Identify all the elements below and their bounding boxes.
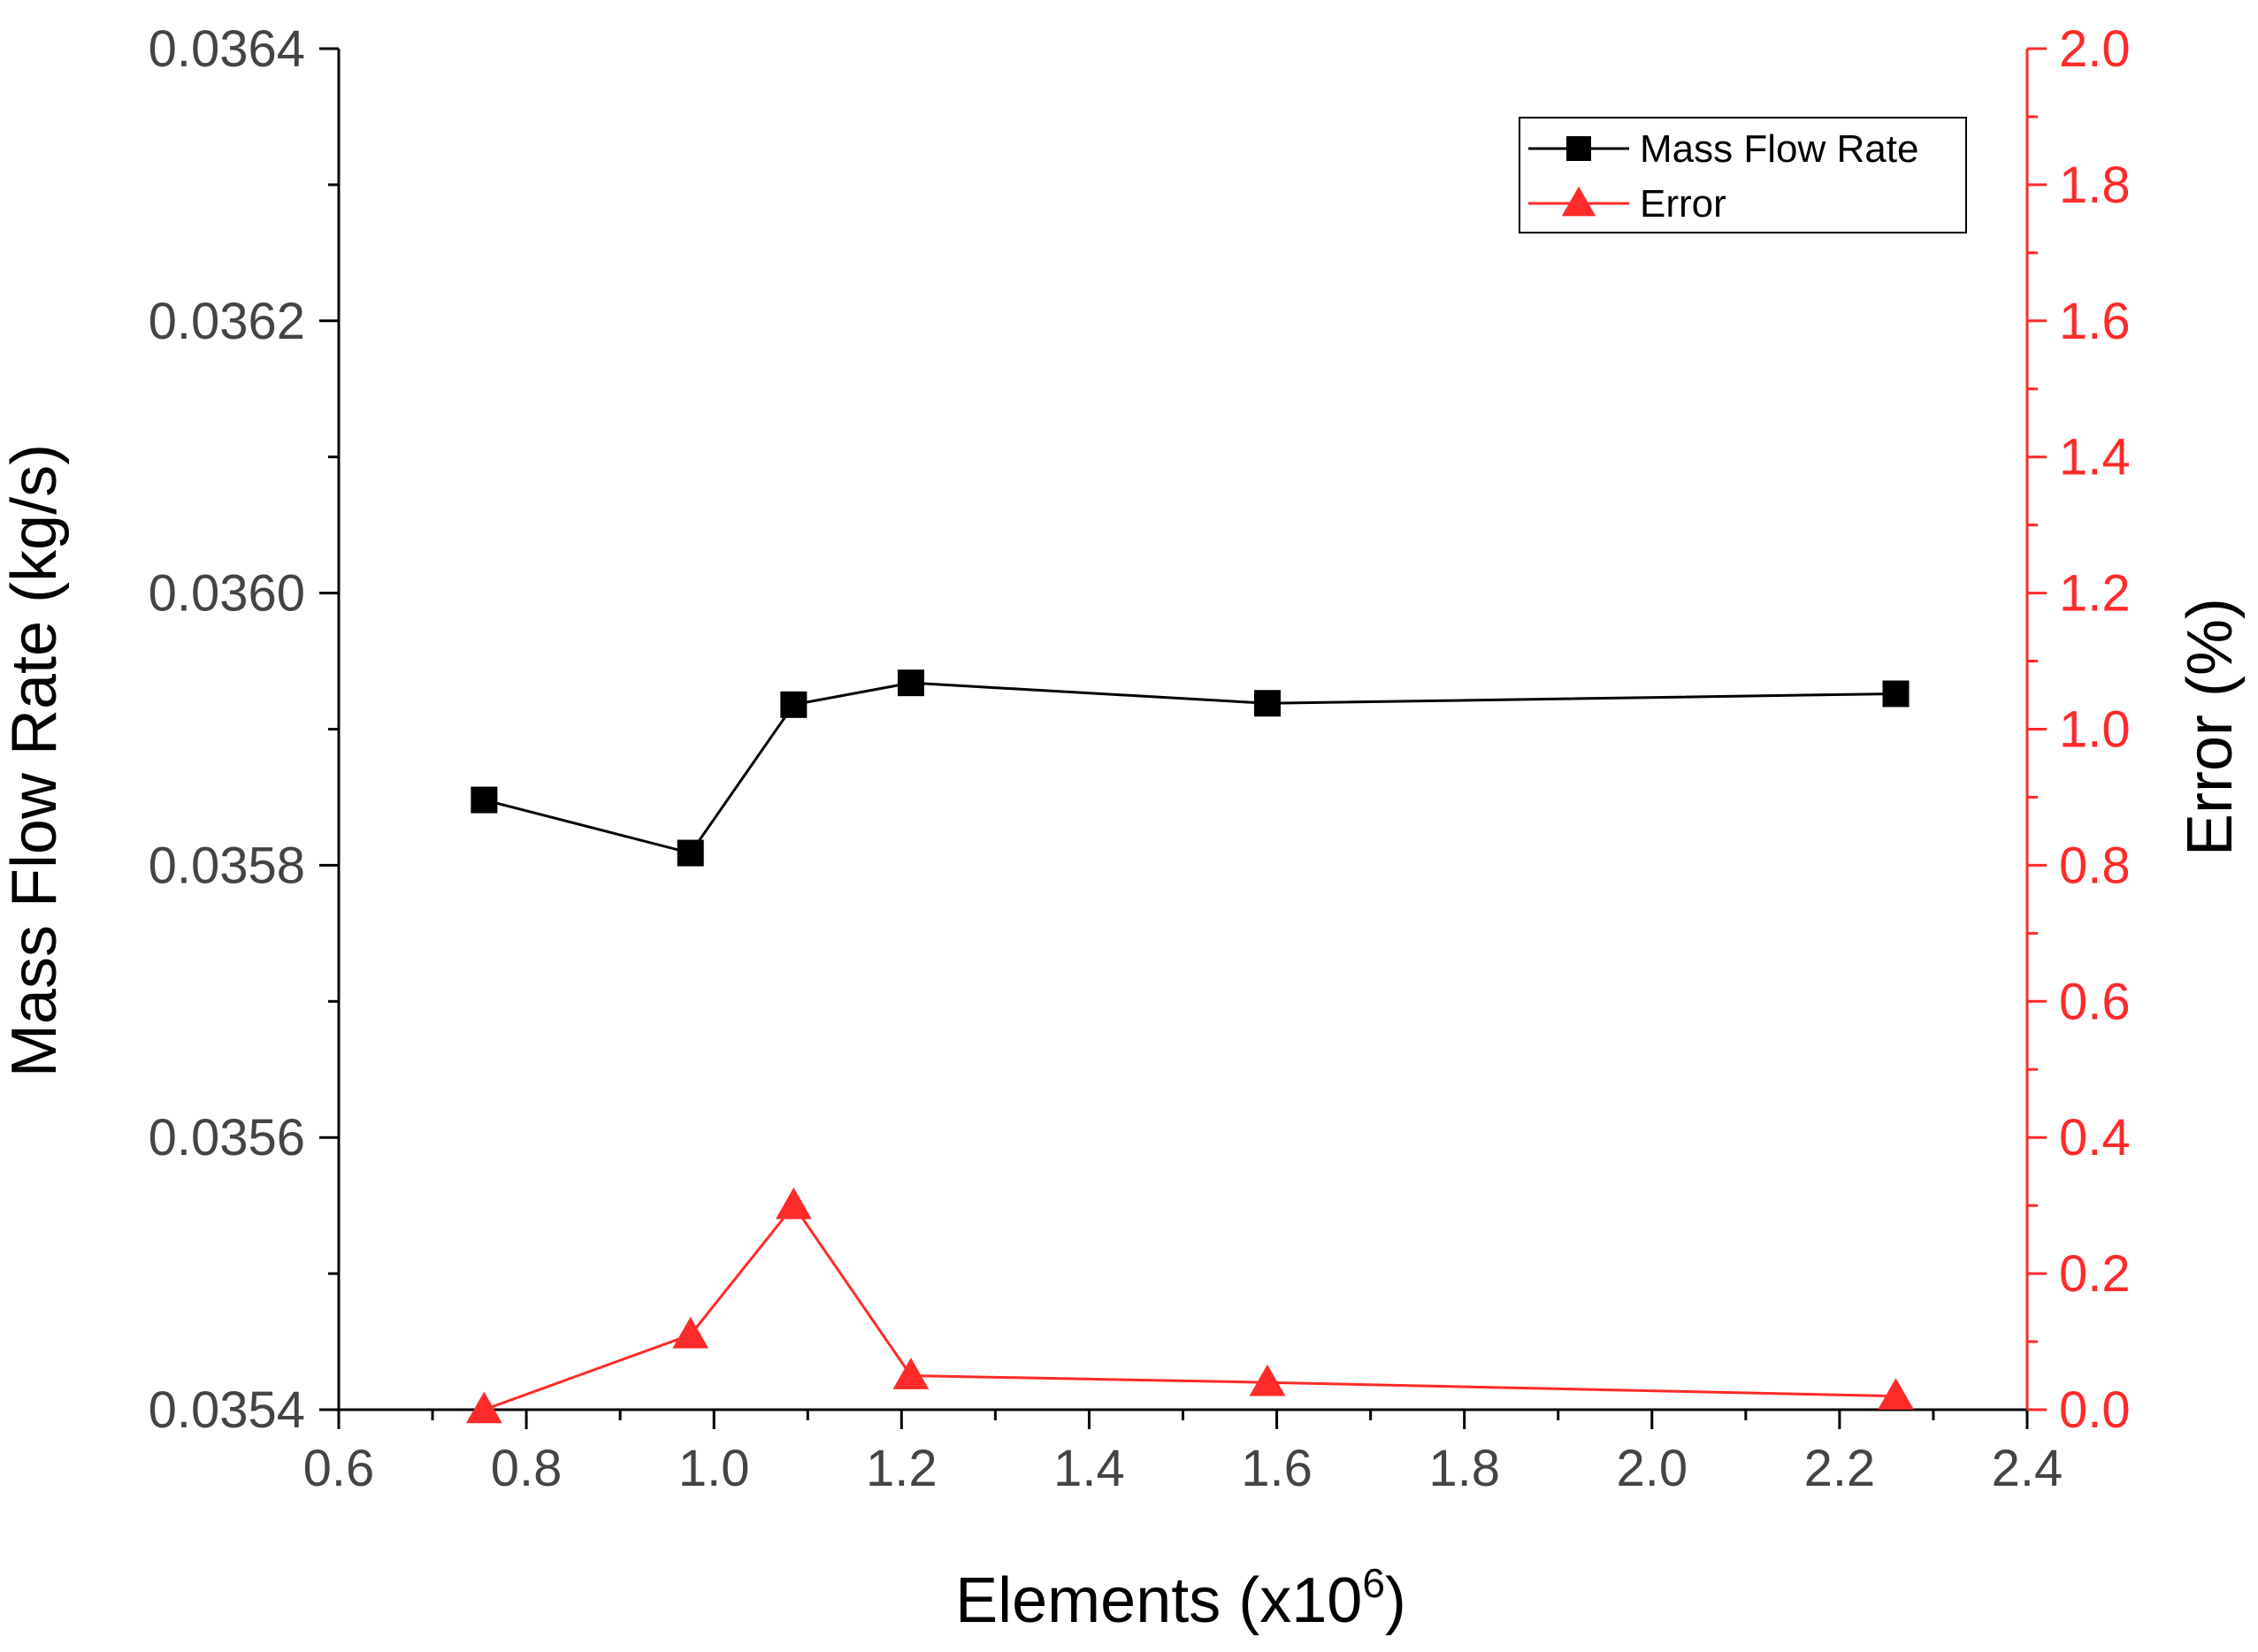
x-tick-label: 0.6 (303, 1440, 375, 1497)
x-axis-title-exponent: 6 (1362, 1560, 1385, 1606)
axis-labels: Mass Flow Rate (kg/s) Error (%) Elements… (0, 444, 2246, 1636)
series-error (465, 1187, 1914, 1424)
axes: 0.6 0.8 1.0 1.2 1.4 1.6 1.8 2.0 2.2 2.4 0.0354 0.03… (149, 20, 2131, 1497)
y-left-tick-label: 0.0362 (149, 293, 305, 350)
mass-flow-rate-point (897, 669, 924, 697)
legend-label: Error (1640, 182, 1726, 226)
x-axis-title-main: Elements (x10 (955, 1565, 1362, 1636)
error-point (672, 1316, 709, 1349)
y-right-tick-label: 0.2 (2059, 1245, 2131, 1303)
x-axis-title: Elements (x106) (955, 1560, 1406, 1636)
x-tick-label: 2.2 (1804, 1440, 1876, 1497)
mass-flow-rate-point (1882, 680, 1910, 707)
y-right-tick-label: 1.8 (2059, 157, 2131, 214)
x-tick-label: 2.4 (1992, 1440, 2063, 1497)
y-right-tick-label: 1.4 (2059, 429, 2131, 486)
x-tick-label: 2.0 (1616, 1440, 1688, 1497)
mass-flow-rate-point (1253, 690, 1281, 717)
mass-flow-rate-point (471, 786, 498, 814)
x-tick-label: 1.2 (866, 1440, 938, 1497)
y-axis-title-right: Error (%) (2175, 598, 2246, 856)
error-point (1249, 1364, 1286, 1396)
x-tick-label: 1.6 (1241, 1440, 1313, 1497)
series-layer (465, 669, 1914, 1424)
x-tick-label: 1.4 (1053, 1440, 1125, 1497)
y-left-tick-label: 0.0364 (149, 20, 305, 78)
mass-flow-rate-point (677, 839, 704, 867)
legend-label: Mass Flow Rate (1640, 127, 1918, 171)
x-tick-label: 1.8 (1428, 1440, 1500, 1497)
mass-flow-rate-line (484, 681, 1896, 855)
x-axis-title-suffix: ) (1385, 1565, 1406, 1636)
legend-marker-square (1566, 136, 1591, 161)
y-right-tick-label: 1.6 (2059, 293, 2131, 350)
y-right-tick-label: 2.0 (2059, 20, 2131, 78)
y-axis-title-left: Mass Flow Rate (kg/s) (0, 444, 70, 1077)
mass-flow-rate-point (780, 691, 808, 718)
legend: Mass Flow Rate Error (1519, 117, 1967, 233)
error-point (775, 1187, 812, 1220)
y-right-tick-label: 0.8 (2059, 837, 2131, 894)
y-left-tick-label: 0.0358 (149, 837, 305, 894)
y-right-tick-label: 0.0 (2059, 1381, 2131, 1439)
error-point (892, 1358, 930, 1389)
error-point (1878, 1378, 1914, 1410)
x-tick-label: 0.8 (491, 1440, 563, 1497)
y-right-tick-label: 1.0 (2059, 701, 2131, 759)
error-point (465, 1391, 502, 1424)
y-left-tick-label: 0.0354 (149, 1381, 305, 1439)
y-left-tick-label: 0.0360 (149, 565, 305, 623)
y-left-tick-label: 0.0356 (149, 1109, 305, 1166)
x-tick-label: 1.0 (678, 1440, 750, 1497)
y-right-tick-label: 1.2 (2059, 565, 2131, 623)
y-right-tick-label: 0.6 (2059, 973, 2131, 1030)
y-right-tick-label: 0.4 (2059, 1109, 2131, 1166)
series-mass-flow-rate (471, 669, 1910, 867)
error-line (483, 1203, 1896, 1411)
legend-marker-triangle (1561, 186, 1596, 217)
